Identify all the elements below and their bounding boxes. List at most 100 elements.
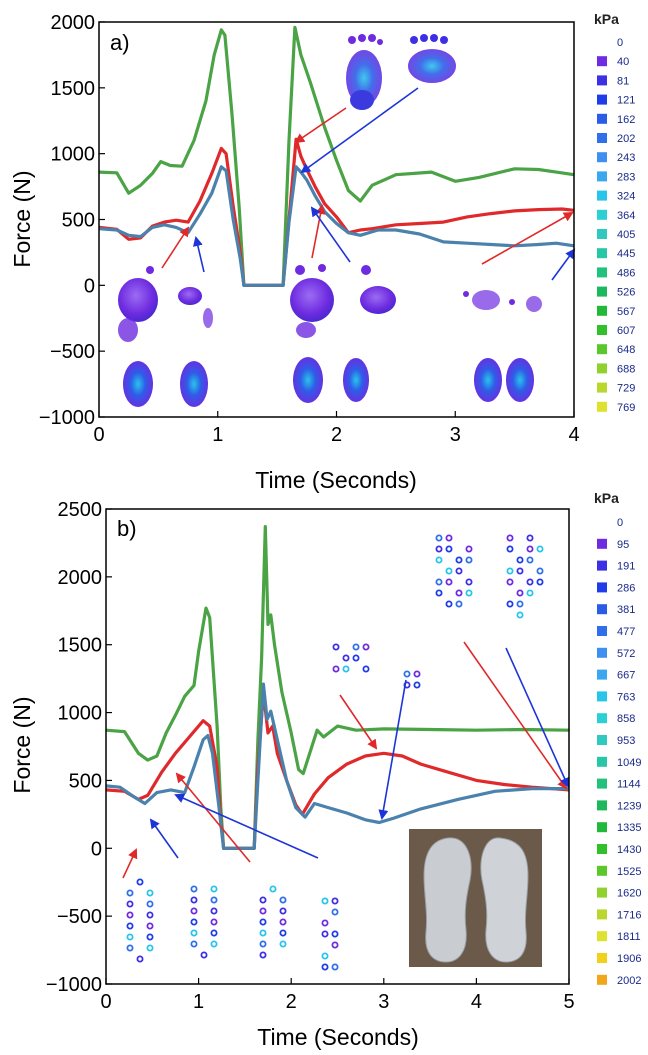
colorbar-a-swatch — [597, 401, 607, 412]
panel-a-ticks: 0 1 2 3 4 −1000 −500 0 500 1000 1500 2000 — [39, 12, 580, 446]
panel-b-ytick-label: 0 — [91, 838, 102, 860]
colorbar-b-label: 1716 — [617, 909, 641, 921]
colorbar-a-swatch — [597, 286, 607, 297]
panel-b-ytick-label: 1000 — [58, 703, 103, 725]
panel-a-ytick-label: 2000 — [51, 12, 96, 34]
colorbar-b-label: 477 — [617, 626, 635, 638]
colorbar-b-unit: kPa — [594, 490, 619, 506]
colorbar-a-label: 526 — [617, 287, 635, 299]
colorbar-b-swatch — [597, 538, 607, 549]
pressure-map-stand-2 — [290, 264, 396, 338]
panel-a-blue-force-line — [98, 165, 575, 287]
colorbar-a-label: 445 — [617, 248, 635, 260]
pressure-map-stand-3 — [463, 290, 542, 312]
colorbar-b-label: 858 — [617, 713, 635, 725]
panel-a-ytick-label: 1000 — [51, 144, 96, 166]
colorbar-b-label: 572 — [617, 648, 635, 660]
arrow-blue-b3 — [378, 679, 407, 820]
colorbar-b-label: 1906 — [617, 953, 641, 965]
panel-b-label: b) — [117, 516, 137, 541]
arrow-blue-b2 — [174, 793, 319, 859]
colorbar-b-label: 191 — [617, 561, 635, 573]
arrow-red-b2 — [175, 772, 251, 863]
colorbar-b-swatch — [597, 844, 607, 854]
panel-a-xtick-label: 1 — [212, 424, 223, 446]
pressure-map-heels-1 — [123, 361, 208, 407]
arrow-blue-a1 — [192, 236, 205, 273]
panel-a-ytick-label: 500 — [62, 210, 95, 232]
colorbar-a-swatch — [597, 325, 607, 335]
colorbar-a-label: 769 — [617, 402, 635, 414]
pressure-map-stand-1 — [118, 266, 213, 342]
arrow-blue-a4 — [551, 248, 576, 281]
colorbar-a-swatch — [597, 133, 607, 143]
colorbar-b-swatch — [597, 800, 607, 811]
colorbar-b-swatch — [597, 604, 607, 615]
pressure-map-top-right-foot — [408, 34, 456, 83]
arrow-blue-b4 — [505, 647, 570, 788]
colorbar-a-unit: kPa — [594, 11, 619, 27]
panel-b-xtick-label: 0 — [100, 991, 111, 1013]
colorbar-b-label: 1430 — [617, 844, 641, 856]
panel-b-xtick-label: 2 — [286, 991, 297, 1013]
colorbar-a-swatch — [597, 113, 607, 124]
pressure-dots-center-2 — [403, 670, 421, 689]
colorbar-a-label: 283 — [617, 171, 635, 183]
colorbar-b-label: 1335 — [617, 822, 641, 834]
panel-b-pressure-insets — [126, 534, 544, 971]
panel-a-xtick-label: 2 — [331, 424, 342, 446]
pressure-dots-top-right-1 — [435, 534, 473, 608]
colorbar-b-swatch — [597, 626, 607, 636]
colorbar-b-swatch — [597, 887, 607, 898]
colorbar-a-swatch — [597, 229, 607, 239]
pressure-map-heels-2 — [293, 357, 369, 403]
panel-a-series — [98, 25, 575, 287]
panel-b-annotation-arrows — [122, 641, 570, 879]
panel-b-ylabel: Force (N) — [9, 696, 35, 793]
panel-b-ytick-label: 2500 — [58, 499, 103, 521]
colorbar-b-swatch — [597, 865, 607, 876]
panel-b-series — [105, 525, 570, 850]
colorbar-a-label: 243 — [617, 152, 635, 164]
colorbar-b-swatch — [597, 647, 607, 658]
colorbar-a-swatch — [597, 56, 607, 67]
colorbar-b-swatch — [597, 560, 607, 571]
colorbar-b-swatch — [597, 822, 607, 833]
panel-b-ytick-label: −500 — [57, 906, 102, 928]
panel-b-green-force-line — [105, 525, 570, 850]
panel-b-ytick-label: −1000 — [46, 974, 102, 996]
panel-b-xtick-label: 5 — [563, 991, 574, 1013]
colorbar-b-label: 667 — [617, 670, 635, 682]
colorbar-b-label: 1620 — [617, 888, 641, 900]
colorbar-a-label: 567 — [617, 306, 635, 318]
pressure-dots-bottom-left-1 — [126, 878, 154, 963]
panel-b-blue-force-line — [105, 682, 569, 850]
panel-b-xtick-label: 4 — [471, 991, 482, 1013]
panel-a: 0 1 2 3 4 −1000 −500 0 500 1000 1500 2000 — [9, 12, 580, 493]
colorbar-b-swatch — [597, 669, 607, 680]
arrow-red-a2 — [294, 107, 347, 144]
panel-b-plot-frame — [105, 508, 570, 985]
panel-a-xtick-label: 4 — [568, 424, 579, 446]
colorbar-a-swatch — [597, 344, 607, 355]
colorbar-a-label: 688 — [617, 363, 635, 375]
panel-a-ytick-label: −500 — [50, 341, 95, 363]
colorbar-b-label: 95 — [617, 539, 629, 551]
panel-b-xtick-label: 3 — [378, 991, 389, 1013]
panel-b-ytick-label: 2000 — [58, 567, 103, 589]
colorbar-b-label: 953 — [617, 735, 635, 747]
colorbar-a-swatch — [597, 152, 607, 163]
colorbar-a-swatch — [597, 267, 607, 278]
colorbar-a-label: 0 — [617, 37, 623, 49]
colorbar-a-swatch — [597, 190, 607, 201]
colorbar-b-swatch — [597, 756, 607, 767]
arrow-blue-a3 — [310, 206, 351, 263]
panel-a-ytick-label: 0 — [84, 275, 95, 297]
panel-b-xtick-label: 1 — [193, 991, 204, 1013]
pressure-dots-bottom-mid-1 — [259, 885, 287, 959]
panel-a-xlabel: Time (Seconds) — [255, 467, 416, 493]
pressure-map-heels-3 — [474, 358, 534, 402]
colorbar-a-swatch — [597, 248, 607, 259]
panel-b-ytick-label: 500 — [69, 770, 102, 792]
